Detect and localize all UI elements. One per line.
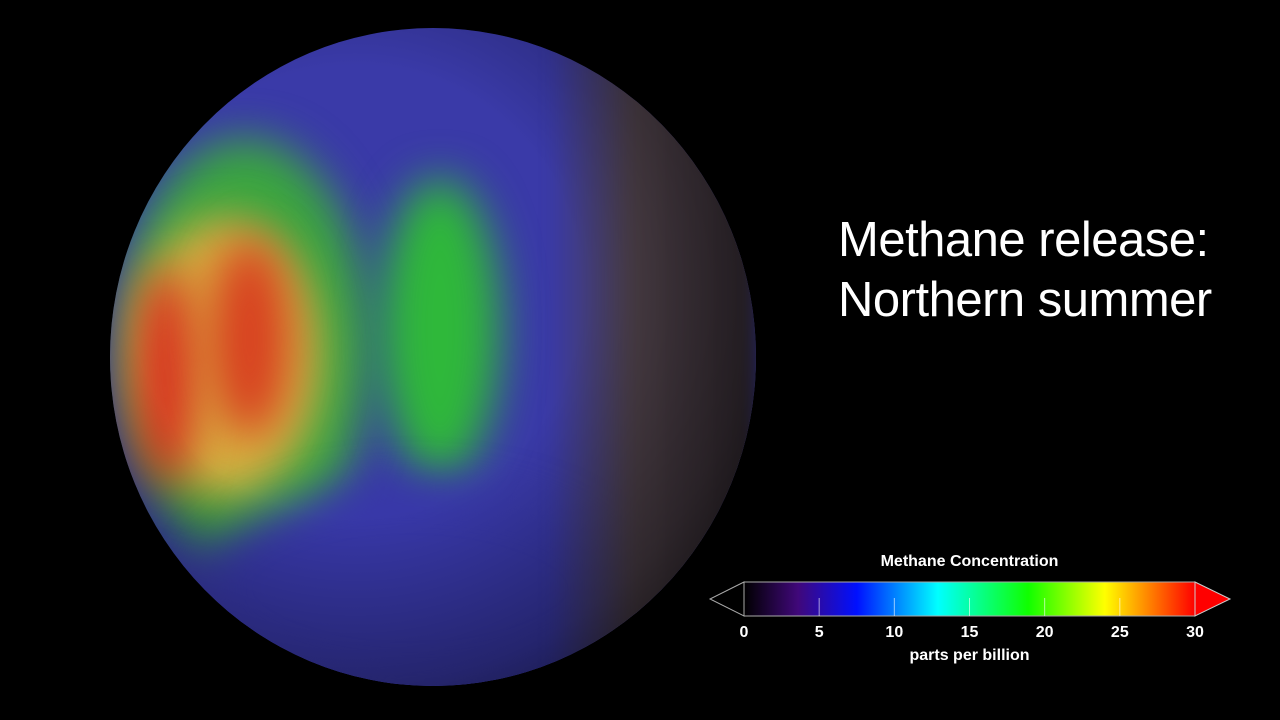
legend-unit: parts per billion bbox=[909, 647, 1030, 664]
colorbar-tick-label: 20 bbox=[1035, 624, 1054, 641]
colorbar-tick-label: 10 bbox=[885, 624, 904, 641]
colorbar-tick-label: 30 bbox=[1186, 624, 1204, 641]
title-line-2: Northern summer bbox=[838, 273, 1212, 327]
slide-title: Methane release: Northern summer bbox=[838, 210, 1212, 330]
colorbar-tick-label: 5 bbox=[814, 624, 824, 641]
colorbar-under-arrow bbox=[708, 581, 745, 617]
colorbar-tick-label: 0 bbox=[739, 624, 749, 641]
globe-shading bbox=[110, 28, 756, 686]
title-line-1: Methane release: bbox=[838, 213, 1209, 267]
colorbar-tick-label: 25 bbox=[1110, 624, 1129, 641]
colorbar bbox=[708, 581, 1232, 617]
colorbar-tick-label: 15 bbox=[960, 624, 979, 641]
mars-globe bbox=[110, 28, 756, 686]
legend-title: Methane Concentration bbox=[880, 553, 1059, 570]
colorbar-over-arrow bbox=[1194, 581, 1232, 617]
